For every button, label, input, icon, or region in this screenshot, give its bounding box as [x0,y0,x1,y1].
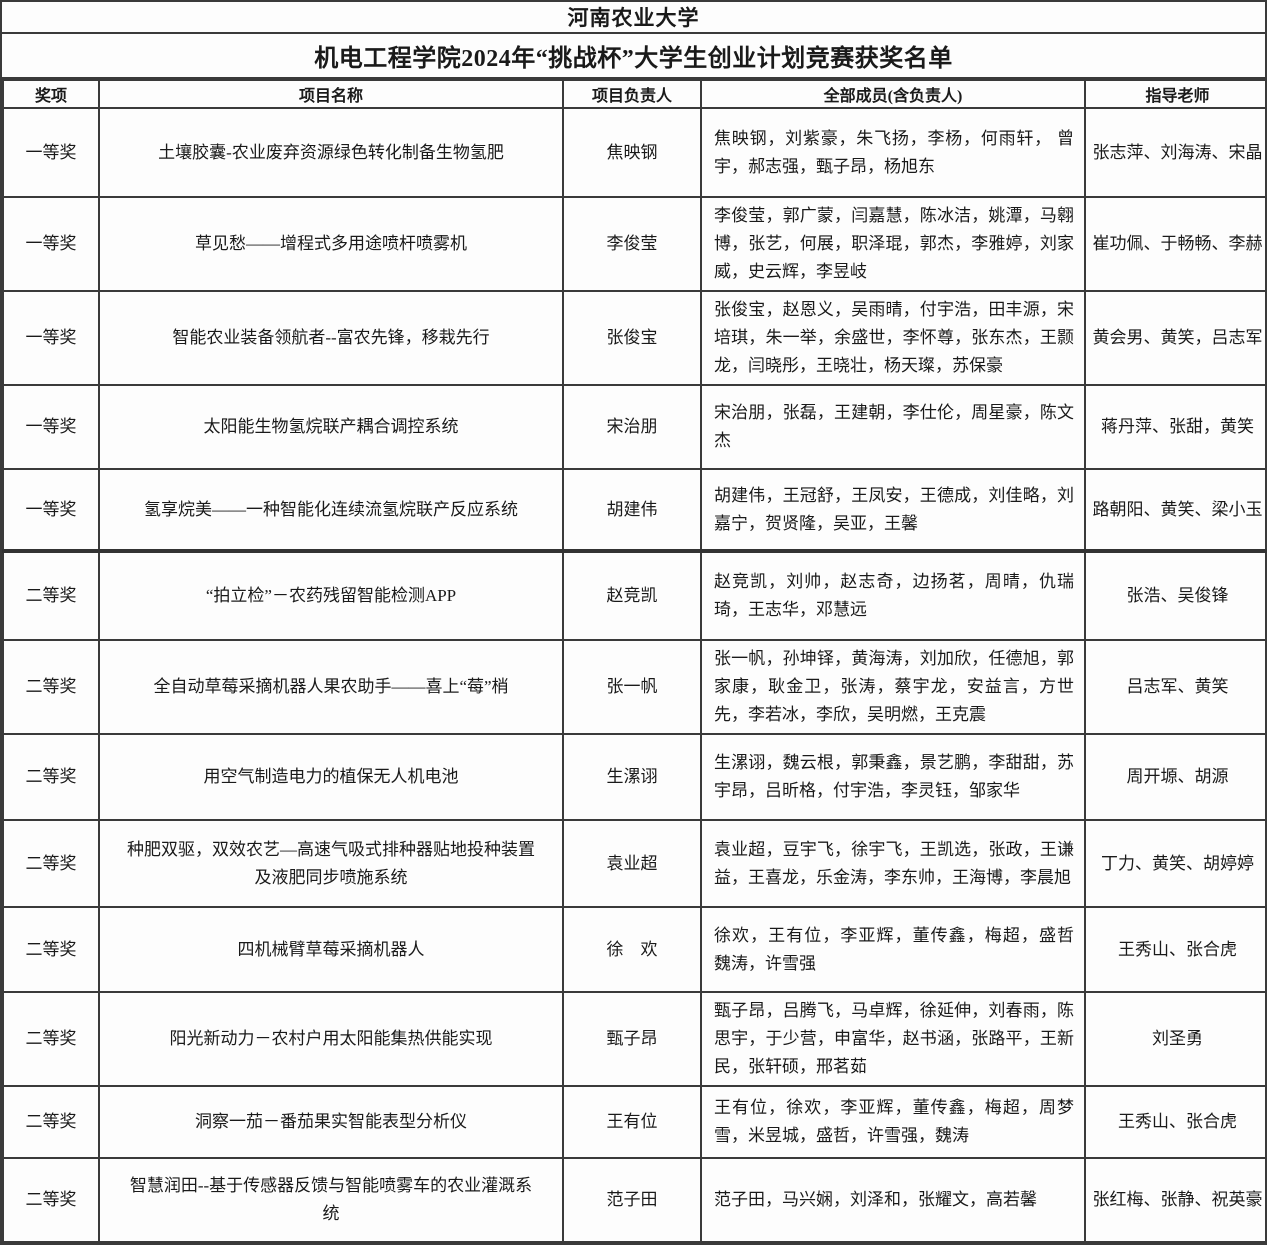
project-name-cell: 太阳能生物氢烷联产耦合调控系统 [98,384,564,470]
advisors-cell: 张浩、吴俊锋 [1084,549,1267,641]
header-project-leader: 项目负责人 [562,79,702,109]
project-name-cell: 全自动草莓采摘机器人果农助手——喜上“莓”梢 [98,639,564,735]
award-cell: 一等奖 [2,290,100,386]
project-name-cell: 智能农业装备领航者--富农先锋，移栽先行 [98,290,564,386]
project-leader-cell: 胡建伟 [562,468,702,552]
project-leader-cell: 焦映钢 [562,107,702,198]
award-cell: 一等奖 [2,196,100,292]
advisors-cell: 张志萍、刘海涛、宋晶 [1084,107,1267,198]
members-cell: 徐欢，王有位，李亚辉，董传鑫，梅超，盛哲 魏涛，许雪强 [700,906,1086,993]
project-name-cell: 阳光新动力－农村户用太阳能集热供能实现 [98,991,564,1087]
award-cell: 一等奖 [2,107,100,198]
table-row: 一等奖 智能农业装备领航者--富农先锋，移栽先行 张俊宝 张俊宝，赵恩义，吴雨晴… [2,290,1267,386]
advisors-cell: 路朝阳、黄笑、梁小玉 [1084,468,1267,552]
project-leader-cell: 张一帆 [562,639,702,735]
advisors-cell: 王秀山、张合虎 [1084,906,1267,993]
advisors-cell: 王秀山、张合虎 [1084,1085,1267,1159]
advisors-cell: 刘圣勇 [1084,991,1267,1087]
advisors-cell: 黄会男、黄笑，吕志军 [1084,290,1267,386]
project-leader-cell: 范子田 [562,1157,702,1243]
members-cell: 焦映钢，刘紫豪，朱飞扬，李杨，何雨轩， 曾宇，郝志强，甄子昂，杨旭东 [700,107,1086,198]
table-row: 二等奖 洞察一茄－番茄果实智能表型分析仪 王有位 王有位，徐欢，李亚辉，董传鑫，… [2,1085,1267,1159]
table-row: 二等奖 阳光新动力－农村户用太阳能集热供能实现 甄子昂 甄子昂，吕腾飞，马卓辉，… [2,991,1267,1087]
project-leader-cell: 生漯诩 [562,733,702,821]
page-title: 河南农业大学 [567,6,700,30]
page-subtitle: 机电工程学院2024年“挑战杯”大学生创业计划竞赛获奖名单 [314,46,953,72]
project-leader-cell: 李俊莹 [562,196,702,292]
project-leader-cell: 徐 欢 [562,906,702,993]
header-award: 奖项 [2,79,100,109]
award-cell: 一等奖 [2,468,100,552]
advisors-cell: 蒋丹萍、张甜，黄笑 [1084,384,1267,470]
members-cell: 范子田，马兴娴，刘泽和，张耀文，高若馨 [700,1157,1086,1243]
table-row: 二等奖 “拍立检”－农药残留智能检测APP 赵竞凯 赵竞凯，刘帅，赵志奇，边扬茗… [2,549,1267,641]
members-cell: 生漯诩，魏云根，郭秉鑫，景艺鹏，李甜甜，苏 宇昂，吕昕格，付宇浩，李灵钰，邹家华 [700,733,1086,821]
project-name-cell: 氢享烷美——一种智能化连续流氢烷联产反应系统 [98,468,564,552]
members-cell: 宋治朋，张磊，王建朝，李仕伦，周星豪，陈文 杰 [700,384,1086,470]
award-cell: 二等奖 [2,1085,100,1159]
advisors-cell: 丁力、黄笑、胡婷婷 [1084,819,1267,908]
header-all-members: 全部成员(含负责人) [700,79,1086,109]
award-cell: 二等奖 [2,549,100,641]
project-name-cell: “拍立检”－农药残留智能检测APP [98,549,564,641]
advisors-cell: 崔功佩、于畅畅、李赫 [1084,196,1267,292]
award-table-body: 一等奖 土壤胶囊-农业废弃资源绿色转化制备生物氢肥 焦映钢 焦映钢，刘紫豪，朱飞… [2,107,1267,1243]
members-cell: 张俊宝，赵恩义，吴雨晴，付宇浩，田丰源，宋 培琪，朱一举，余盛世，李怀尊，张东杰… [700,290,1086,386]
project-leader-cell: 赵竞凯 [562,549,702,641]
document-header: 河南农业大学 [2,2,1265,34]
header-project-name: 项目名称 [98,79,564,109]
project-leader-cell: 王有位 [562,1085,702,1159]
award-cell: 二等奖 [2,1157,100,1243]
members-cell: 甄子昂，吕腾飞，马卓辉，徐延伸，刘春雨，陈思宇，于少营，申富华，赵书涵，张路平，… [700,991,1086,1087]
project-leader-cell: 张俊宝 [562,290,702,386]
members-cell: 胡建伟，王冠舒，王凤安，王德成，刘佳略，刘 嘉宁，贺贤隆，吴亚，王馨 [700,468,1086,552]
project-leader-cell: 袁业超 [562,819,702,908]
table-row: 一等奖 氢享烷美——一种智能化连续流氢烷联产反应系统 胡建伟 胡建伟，王冠舒，王… [2,468,1267,552]
members-cell: 赵竞凯，刘帅，赵志奇，边扬茗，周晴，仇瑞琦，王志华，邓慧远 [700,549,1086,641]
members-cell: 张一帆，孙坤铎，黄海涛，刘加欣，任德旭，郭家康，耿金卫，张涛，蔡宇龙，安益言，方… [700,639,1086,735]
award-cell: 二等奖 [2,733,100,821]
project-name-cell: 智慧润田--基于传感器反馈与智能喷雾车的农业灌溉系统 [98,1157,564,1243]
table-row: 二等奖 智慧润田--基于传感器反馈与智能喷雾车的农业灌溉系统 范子田 范子田，马… [2,1157,1267,1243]
award-cell: 一等奖 [2,384,100,470]
project-name-cell: 四机械臂草莓采摘机器人 [98,906,564,993]
project-name-cell: 洞察一茄－番茄果实智能表型分析仪 [98,1085,564,1159]
members-cell: 王有位，徐欢，李亚辉，董传鑫，梅超，周梦雪，米昱城，盛哲，许雪强，魏涛 [700,1085,1086,1159]
advisors-cell: 张红梅、张静、祝英豪 [1084,1157,1267,1243]
project-name-cell: 用空气制造电力的植保无人机电池 [98,733,564,821]
project-leader-cell: 甄子昂 [562,991,702,1087]
project-leader-cell: 宋治朋 [562,384,702,470]
advisors-cell: 吕志军、黄笑 [1084,639,1267,735]
award-cell: 二等奖 [2,991,100,1087]
table-row: 一等奖 草见愁——增程式多用途喷杆喷雾机 李俊莹 李俊莹，郭广蒙，闫嘉慧，陈冰洁… [2,196,1267,292]
table-row: 二等奖 四机械臂草莓采摘机器人 徐 欢 徐欢，王有位，李亚辉，董传鑫，梅超，盛哲… [2,906,1267,993]
project-name-cell: 土壤胶囊-农业废弃资源绿色转化制备生物氢肥 [98,107,564,198]
award-cell: 二等奖 [2,639,100,735]
award-table: 奖项 项目名称 项目负责人 全部成员(含负责人) 指导老师 一等奖 土壤胶囊-农… [2,79,1267,1243]
table-row: 一等奖 太阳能生物氢烷联产耦合调控系统 宋治朋 宋治朋，张磊，王建朝，李仕伦，周… [2,384,1267,470]
table-row: 一等奖 土壤胶囊-农业废弃资源绿色转化制备生物氢肥 焦映钢 焦映钢，刘紫豪，朱飞… [2,107,1267,198]
document-subheader: 机电工程学院2024年“挑战杯”大学生创业计划竞赛获奖名单 [2,34,1265,79]
award-cell: 二等奖 [2,906,100,993]
members-cell: 袁业超，豆宇飞，徐宇飞，王凯选，张政，王谦益，王喜龙，乐金涛，李东帅，王海博，李… [700,819,1086,908]
table-row: 二等奖 全自动草莓采摘机器人果农助手——喜上“莓”梢 张一帆 张一帆，孙坤铎，黄… [2,639,1267,735]
award-cell: 二等奖 [2,819,100,908]
table-row: 二等奖 种肥双驱，双效农艺—高速气吸式排种器贴地投种装置及液肥同步喷施系统 袁业… [2,819,1267,908]
project-name-cell: 种肥双驱，双效农艺—高速气吸式排种器贴地投种装置及液肥同步喷施系统 [98,819,564,908]
header-advisors: 指导老师 [1084,79,1267,109]
members-cell: 李俊莹，郭广蒙，闫嘉慧，陈冰洁，姚潭，马翱 博，张艺，何展，职泽琨，郭杰，李雅婷… [700,196,1086,292]
advisors-cell: 周开塬、胡源 [1084,733,1267,821]
table-header-row: 奖项 项目名称 项目负责人 全部成员(含负责人) 指导老师 [2,79,1267,109]
project-name-cell: 草见愁——增程式多用途喷杆喷雾机 [98,196,564,292]
table-row: 二等奖 用空气制造电力的植保无人机电池 生漯诩 生漯诩，魏云根，郭秉鑫，景艺鹏，… [2,733,1267,821]
